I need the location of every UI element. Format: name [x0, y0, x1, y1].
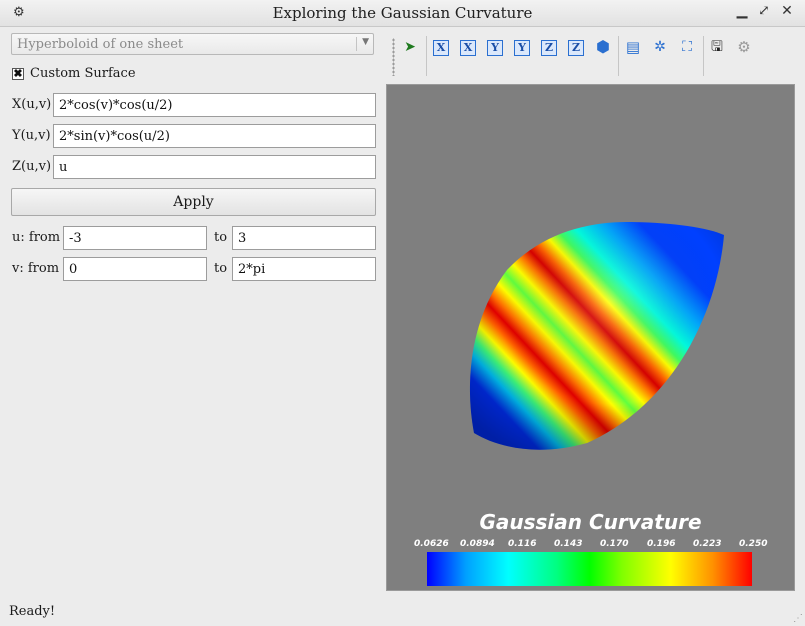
- colorbar-tick: 0.196: [647, 539, 676, 549]
- isometric-view-icon[interactable]: ⬢: [596, 37, 610, 56]
- colorbar-tick: 0.170: [600, 539, 629, 549]
- z-equation-input[interactable]: [53, 155, 376, 179]
- view-z-minus-icon[interactable]: Z: [568, 40, 584, 56]
- axes-icon[interactable]: ✲: [654, 39, 666, 55]
- surface-render: [469, 222, 724, 450]
- status-text: Ready!: [9, 604, 56, 619]
- maximize-icon[interactable]: ⤢: [758, 3, 770, 19]
- v-to-label: to: [214, 261, 228, 276]
- toolbar-separator: [618, 36, 619, 76]
- v-to-input[interactable]: [232, 257, 376, 281]
- u-to-input[interactable]: [232, 226, 376, 250]
- y-equation-label: Y(u,v): [12, 128, 51, 143]
- view-y-minus-icon[interactable]: Y: [514, 40, 530, 56]
- colorbar-title: Gaussian Curvature: [479, 510, 702, 534]
- y-equation-input[interactable]: [53, 124, 376, 148]
- view-y-plus-icon[interactable]: Y: [487, 40, 503, 56]
- surface-shading: [469, 222, 724, 450]
- fit-view-icon[interactable]: ⛶: [682, 39, 692, 55]
- surface-select-value: Hyperboloid of one sheet: [17, 37, 184, 52]
- apply-button[interactable]: Apply: [11, 188, 376, 216]
- custom-surface-label[interactable]: Custom Surface: [30, 66, 136, 81]
- x-equation-input[interactable]: [53, 93, 376, 117]
- u-to-label: to: [214, 230, 228, 245]
- save-icon[interactable]: 🖫: [711, 39, 723, 55]
- chevron-down-icon[interactable]: ▼: [362, 37, 369, 47]
- z-equation-label: Z(u,v): [12, 159, 52, 174]
- toolbar-separator: [703, 36, 704, 76]
- colorbar-gradient: [427, 552, 752, 586]
- v-from-input[interactable]: [63, 257, 207, 281]
- toolbar-separator: [426, 36, 427, 76]
- colorbar-tick: 0.0626: [414, 539, 449, 549]
- surface-select[interactable]: Hyperboloid of one sheet ▼: [11, 33, 374, 55]
- colorbar-tick: 0.143: [554, 539, 583, 549]
- view-x-minus-icon[interactable]: X: [460, 40, 476, 56]
- select-tool-icon[interactable]: ➤: [404, 39, 416, 55]
- custom-surface-checkbox[interactable]: ✖: [12, 67, 24, 80]
- colorbar-tick: 0.116: [508, 539, 537, 549]
- title-bar: ⚙ Exploring the Gaussian Curvature ▁ ⤢ ✕: [0, 0, 805, 27]
- close-icon[interactable]: ✕: [781, 3, 793, 19]
- u-from-input[interactable]: [63, 226, 207, 250]
- split-view-icon[interactable]: ▤: [625, 38, 641, 56]
- 3d-viewport[interactable]: Gaussian Curvature 0.0626 0.0894 0.116 0…: [386, 84, 795, 591]
- window-menu-gear-icon[interactable]: ⚙: [13, 5, 25, 20]
- toolbar-grip[interactable]: [392, 38, 395, 76]
- colorbar-tick: 0.223: [693, 539, 722, 549]
- v-from-label: v: from: [12, 261, 60, 276]
- window-title: Exploring the Gaussian Curvature: [272, 4, 533, 22]
- resize-grip-icon[interactable]: ⋰: [793, 613, 803, 624]
- combo-divider: [356, 37, 357, 51]
- settings-gear-icon[interactable]: ⚙: [737, 38, 751, 56]
- status-bar: Ready! ⋰: [0, 600, 805, 626]
- u-from-label: u: from: [12, 230, 61, 245]
- colorbar-tick: 0.0894: [460, 539, 495, 549]
- colorbar-tick: 0.250: [739, 539, 768, 549]
- x-equation-label: X(u,v): [12, 97, 52, 112]
- view-x-plus-icon[interactable]: X: [433, 40, 449, 56]
- minimize-icon[interactable]: ▁: [736, 3, 748, 19]
- view-z-plus-icon[interactable]: Z: [541, 40, 557, 56]
